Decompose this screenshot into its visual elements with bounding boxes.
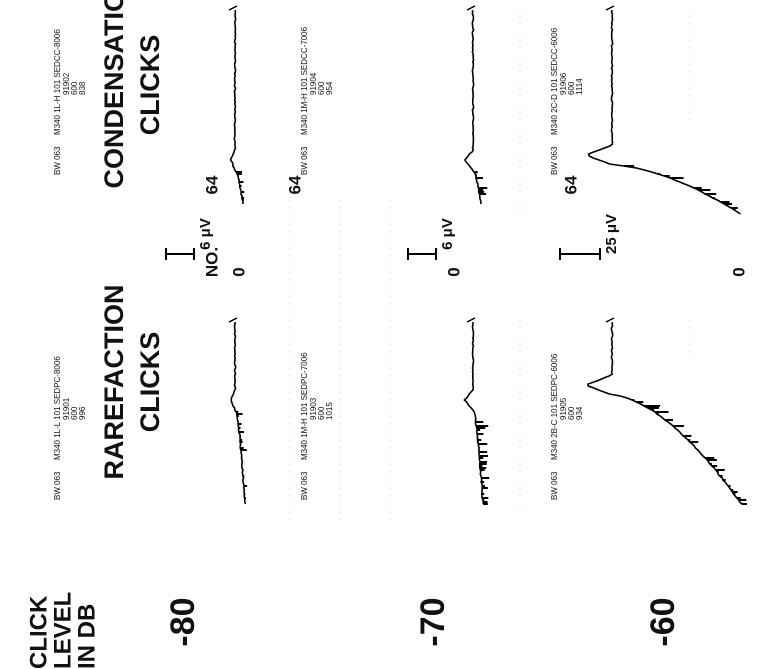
trace-end (466, 5, 476, 11)
count: 64 (202, 175, 221, 194)
record-id: M340 1L-L 101 SEDPC-8006 (53, 356, 62, 460)
record-id: BW 063 (300, 471, 309, 500)
trace-end (228, 5, 238, 11)
waveform (463, 321, 485, 505)
zero-label: 0 (729, 267, 748, 276)
level-label: -80 (164, 597, 202, 646)
trace-end (466, 317, 476, 323)
record-id: 91903 (309, 397, 318, 420)
record-id: M340 1M-H 101 SEDPC-7006 (300, 352, 309, 460)
record-id: 600 (567, 81, 576, 95)
record-id: BW 063 (550, 146, 559, 175)
record-id: BW 063 (53, 471, 62, 500)
record-id: M340 1M-H 101 SEDCC-7006 (300, 26, 309, 135)
record-id: 91906 (559, 72, 568, 95)
scale-label: 6 μV (197, 218, 214, 250)
record-id: 600 (567, 406, 576, 420)
record-id: M340 1L-H 101 SEDCC-8006 (53, 29, 62, 135)
record-id: 91904 (309, 72, 318, 95)
record-id: 934 (575, 406, 584, 420)
record-id: 600 (317, 406, 326, 420)
zero-label: 0 (229, 267, 248, 276)
axis-title: LEVEL (49, 592, 76, 669)
waveform (229, 9, 244, 205)
record-id: 600 (70, 406, 79, 420)
record-id: 600 (317, 81, 326, 95)
record-id: 1114 (575, 78, 584, 95)
record-id: BW 063 (550, 471, 559, 500)
level-label: -70 (414, 597, 452, 646)
record-id: 996 (78, 406, 87, 420)
record-id: 91902 (62, 72, 71, 95)
column-title: CLICKS (135, 332, 165, 433)
record-id: 838 (78, 81, 87, 95)
scale-label: 25 μV (603, 214, 620, 254)
record-id: 600 (70, 81, 79, 95)
count: 64 (561, 175, 580, 194)
waveform (463, 9, 482, 205)
column-title: CLICKS (135, 35, 165, 136)
record-id: 91901 (62, 397, 71, 420)
axis-title: CLICK (25, 595, 52, 669)
level-label: -60 (644, 597, 682, 646)
record-id: BW 063 (53, 146, 62, 175)
record-id: 91905 (559, 397, 568, 420)
scale-label: 6 μV (439, 218, 456, 250)
record-id: 1015 (325, 402, 334, 420)
trace-end (605, 317, 615, 323)
record-id: M340 2C-D 101 SEDCC-6006 (550, 27, 559, 135)
column-title: RAREFACTION (99, 285, 129, 480)
zero-label: 0 (444, 267, 463, 276)
no-label: NO. (202, 247, 221, 277)
column-title: CONDENSATION (99, 0, 129, 189)
count: 64 (285, 175, 304, 194)
record-id: BW 063 (300, 146, 309, 175)
trace-end (605, 5, 615, 11)
axis-title: IN DB (73, 604, 100, 669)
trace-end (228, 317, 238, 323)
record-id: 954 (325, 81, 334, 95)
waveform (587, 9, 741, 215)
record-id: M340 2B-C 101 SEDPC-6006 (550, 353, 559, 460)
